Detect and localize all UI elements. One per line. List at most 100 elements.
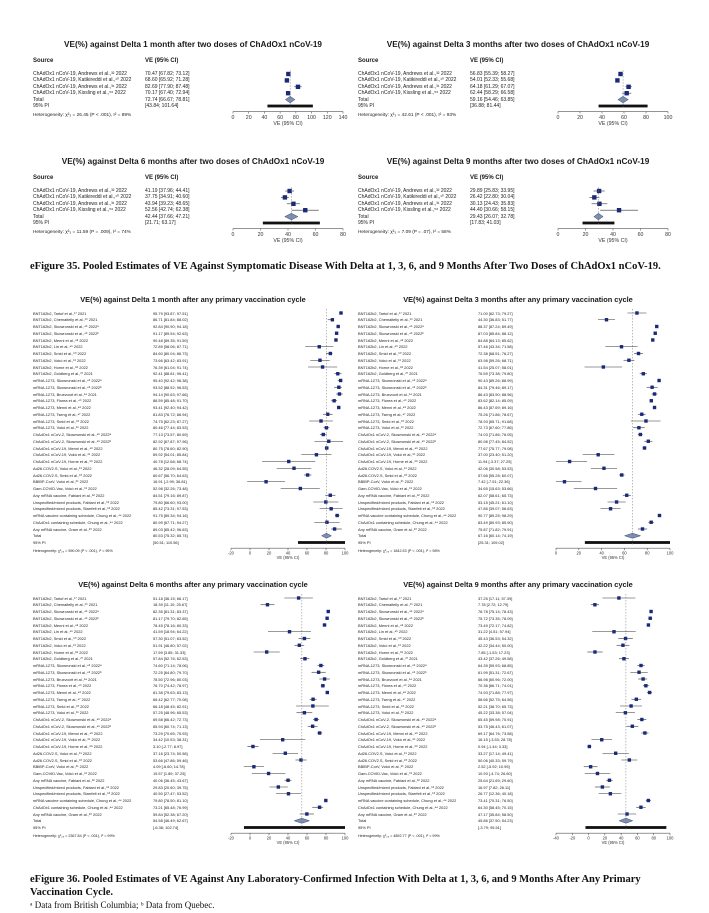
ci-value: 74.60 [71.14; 78.06] [153, 663, 188, 669]
study-label: ChAdOx1 nCoV-19, Andrews et al.,³¹ 2022 [358, 83, 452, 90]
study-label: ChAdOx1 containing schedule, Chung et al… [33, 804, 123, 810]
point-estimate-marker [326, 609, 330, 614]
study-label: Unspecified/mixed products, Starrfelt et… [33, 506, 120, 512]
point-estimate-marker [612, 630, 616, 634]
point-estimate-marker [282, 195, 288, 200]
source-header: Source [358, 58, 379, 64]
total-label: Total [33, 818, 42, 824]
study-label: Gam-COVID-Vac, Vokó et al.,⁶¹ 2022 [358, 771, 422, 777]
point-estimate-marker [639, 663, 643, 668]
pi-label: 95% PI [358, 220, 375, 226]
point-estimate-marker [637, 670, 641, 674]
point-estimate-marker [600, 738, 604, 742]
ci-value: 90.43 [89.26; 88.99] [478, 378, 513, 384]
x-axis-tick-label: 0 [555, 550, 558, 555]
ci-value: 7.78 [2.72; 12.79] [478, 602, 509, 608]
study-label: ChAdOx1 nCoV-2, Skowronski et al.,⁴⁶ 202… [33, 723, 112, 729]
point-estimate-marker [324, 500, 328, 504]
point-estimate-marker [264, 480, 268, 484]
x-axis-tick-label: 20 [577, 115, 583, 121]
point-estimate-marker [332, 399, 336, 403]
study-label: mRNA vaccine containing schedule, Chung … [358, 513, 457, 519]
x-axis-tick-label: 60 [621, 115, 627, 121]
ci-value: 74.03 [71.86; 76.05] [478, 432, 513, 438]
ci-value: 66.98 [60.96; 72.00] [478, 676, 513, 682]
study-label: BNT162b2, Chemaitelly et al.,¹⁹ 2021 [33, 602, 98, 608]
study-label: ChAdOx1 nCoV-19, Horne et al.,⁶⁸ 2022 [33, 459, 103, 465]
study-label: ChAdOx1 nCoV-19, Kissling et al.,⁵⁶ 2022 [358, 207, 451, 214]
study-label: ChAdOx1 nCoV-2, Skowronski et al.,⁴⁶ 202… [358, 438, 437, 444]
prediction-interval-bar [267, 104, 313, 108]
plot-title: VE(%) against Delta 6 months after any p… [78, 580, 308, 589]
study-label: Any mRNA vaccine, Gram et al.,⁵⁰ 2022 [33, 526, 102, 532]
point-estimate-marker [625, 812, 629, 816]
ci-value: 62.07 [58.61; 65.73] [478, 492, 513, 498]
study-label: Ad26.COV2.S, Smid et al.,⁶⁰ 2022 [358, 757, 417, 763]
ci-value: 45.43 [36.53; 54.32] [478, 636, 513, 642]
study-label: Ad26.COV2.S, Vokó et al.,⁶¹ 2022 [33, 465, 92, 471]
point-estimate-marker [562, 480, 567, 484]
point-estimate-marker [305, 473, 310, 477]
point-estimate-marker [617, 596, 621, 600]
point-estimate-marker [653, 331, 657, 335]
study-label: mRNA-1273, Skowronski et al.,⁴⁶ 2022ᵇ [33, 384, 102, 390]
ci-value: 88.37 [87.24; 89.49] [478, 324, 513, 330]
forest-plot-panel-36-9-months: VE(%) against Delta 9 months after any p… [358, 580, 678, 855]
heterogeneity-stats: Heterogeneity: χ²₃ = 26.45 (P < .001), I… [33, 112, 132, 118]
point-estimate-marker [295, 84, 301, 89]
pooled-estimate-diamond [593, 212, 604, 221]
ci-value: 84.88 [84.13; 85.62] [478, 337, 513, 343]
point-estimate-marker [657, 513, 662, 518]
ci-value: 73.66 [63.42; 83.91] [153, 357, 188, 363]
study-label: ChAdOx1 nCoV-19, Andrews et al.,³¹ 2022 [358, 200, 452, 207]
point-estimate-marker [337, 405, 341, 410]
point-estimate-marker [597, 201, 602, 206]
ci-value: 29.89 [25.83; 33.95] [470, 188, 515, 194]
x-axis-tick-label: 0 [557, 232, 560, 238]
point-estimate-marker [640, 412, 644, 416]
ci-value: 72.25 [64.80; 79.70] [153, 669, 188, 675]
ci-value: 26.77 [12.36; 40.18] [478, 791, 513, 797]
point-estimate-marker [623, 711, 628, 715]
point-estimate-marker [336, 372, 340, 376]
ci-header: VE (95% CI) [145, 58, 179, 64]
study-label: BNT162b2, Lin et al.,⁴⁵ 2022 [33, 344, 83, 350]
ci-value: 51.18 [36.15; 66.17] [153, 595, 188, 601]
point-estimate-marker [325, 616, 329, 620]
study-label: ChAdOx1 nCoV-19, Menni et al.,⁴⁸ 2022 [358, 730, 428, 736]
point-estimate-marker [286, 778, 290, 782]
ci-header: VE (95% CI) [145, 175, 179, 181]
forest-plot: -20 0 20 40 60 80 100 VE (95% CI) [228, 593, 349, 845]
x-axis-tick-label: 40 [619, 835, 624, 840]
x-axis-tick-label: 60 [635, 835, 640, 840]
study-label: Unspecified/mixed products, Starrfelt et… [358, 506, 445, 512]
study-label: ChAdOx1 nCoV-2, Skowronski et al.,⁴⁶ 202… [33, 432, 112, 438]
ci-value: 68.60 [65.92; 71.28] [145, 77, 190, 84]
point-estimate-marker [324, 798, 328, 803]
x-axis-tick-label: 100 [342, 550, 350, 555]
prediction-interval-bar [297, 541, 345, 544]
point-estimate-marker [325, 520, 329, 524]
pooled-estimate-diamond [623, 532, 642, 539]
study-label: ChAdOx1 nCoV-19, Menni et al.,⁴⁸ 2022 [358, 445, 428, 451]
ci-value: [36.88; 81.44] [470, 103, 501, 109]
ci-value: 42.22 [34.44; 50.00] [478, 642, 513, 648]
point-estimate-marker [608, 507, 613, 511]
study-label: mRNA-1273, Tseng et al.,⁴⁷ 2022 [358, 696, 416, 702]
point-estimate-marker [265, 650, 269, 654]
study-label: BNT162b2, Tartof et al.,¹⁷ 2021 [33, 595, 87, 601]
ci-value: 80.98 [77.45; 84.52] [478, 438, 513, 444]
study-label: BNT162b2, Tartof et al.,¹⁷ 2021 [358, 595, 412, 601]
point-estimate-marker [302, 636, 307, 641]
point-estimate-marker [265, 603, 270, 607]
study-label: BNT162b2, Horne et al.,⁶⁸ 2022 [358, 364, 413, 370]
point-estimate-marker [593, 486, 598, 491]
study-label: BNT162b2, Skowronski et al.,⁴⁶ 2022ᵃ [33, 609, 99, 615]
x-axis-tick-label: 60 [305, 835, 310, 840]
heterogeneity-stats: Heterogeneity: χ²₂₈ = 590.09 (P < .001),… [33, 549, 113, 554]
study-label: BNT162b2, Vokó et al.,⁶¹ 2022 [33, 357, 86, 363]
ci-value: 80.75 [78.60; 82.90] [153, 445, 188, 451]
study-label: Any mRNA vaccine, Gram et al.,⁵⁰ 2022 [33, 811, 102, 817]
ci-value: 75.26 [71.86; 78.67] [478, 411, 513, 417]
ci-value: 52.21 [38.70; 65.73] [478, 703, 513, 709]
